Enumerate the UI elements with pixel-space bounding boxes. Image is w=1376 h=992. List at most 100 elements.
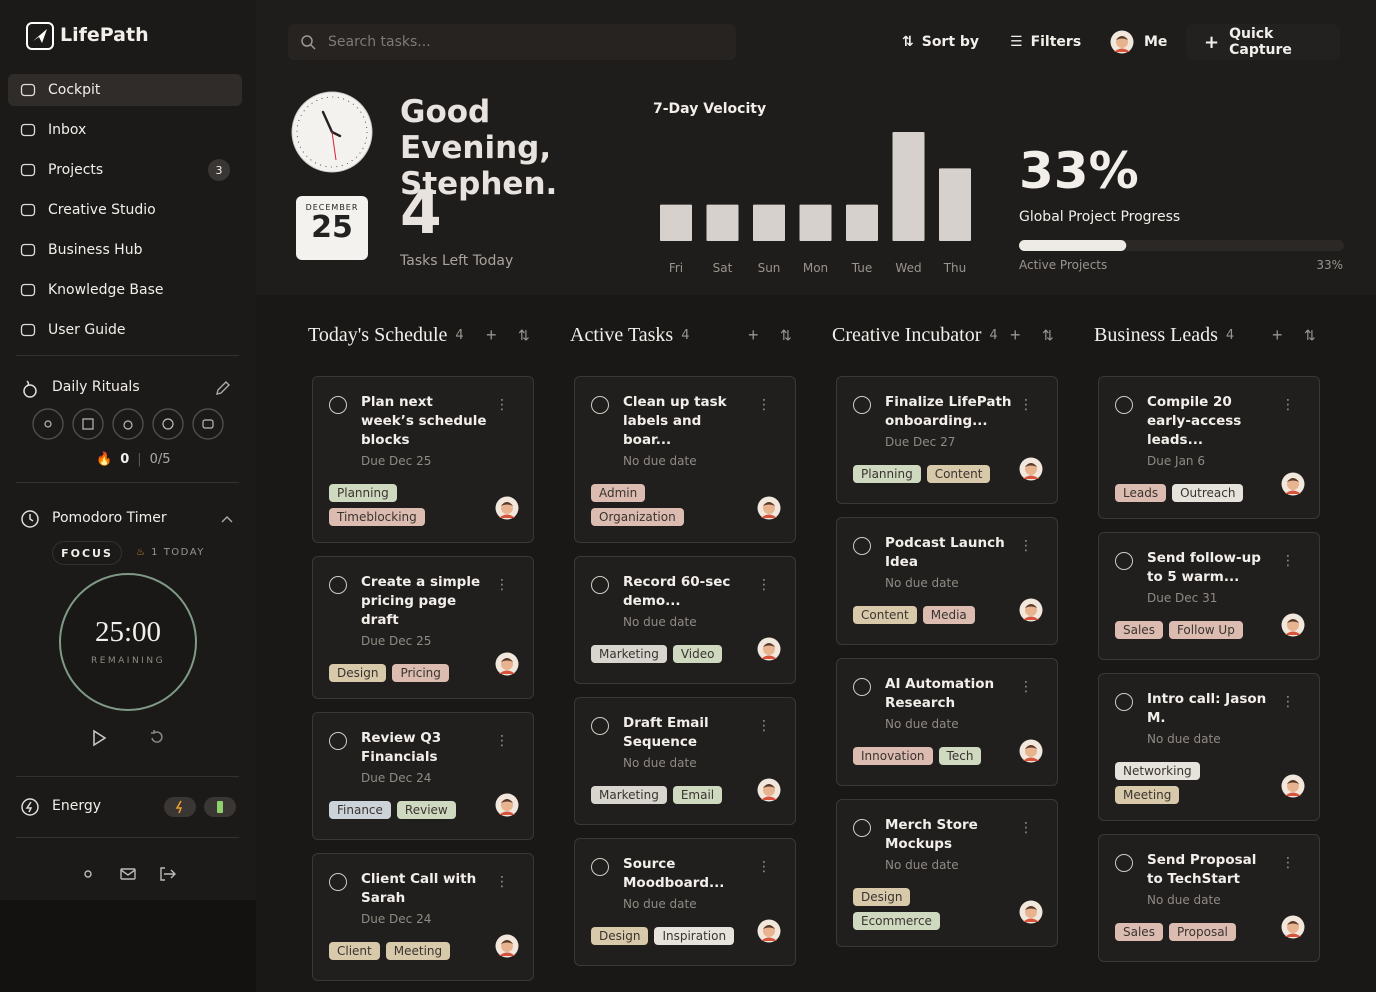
menu-button[interactable]: ⋮ [1019,538,1033,554]
task-card[interactable]: ⋮ Source Moodboard... No due date Design Ins… [574,838,796,966]
checkbox[interactable] [329,873,347,891]
menu-button[interactable]: ⋮ [757,718,771,734]
checkbox[interactable] [1115,396,1133,414]
icon-part [160,867,176,881]
checkbox[interactable] [853,819,871,837]
checkbox[interactable] [329,576,347,594]
user-button[interactable]: Me [1110,24,1167,60]
calendar-day: 25 [311,210,353,245]
avatar-face [763,784,775,796]
avatar [1281,613,1305,637]
tag-list: Planning Content [853,465,1003,483]
nav-item[interactable]: User Guide [8,314,242,346]
mode-pill[interactable]: FOCUS [52,541,122,565]
task-card[interactable]: ⋮ Podcast Launch Idea No due date Content Me… [836,517,1058,645]
tag-list: Content Media [853,606,1003,624]
tag-list: Admin Organization [591,484,741,526]
menu-button[interactable]: ⋮ [1019,820,1033,836]
task-card[interactable]: ⋮ Plan next week’s schedule blocks Due Dec… [312,376,534,543]
task-card[interactable]: ⋮ Create a simple pricing page draft Due D… [312,556,534,699]
checkbox[interactable] [591,576,609,594]
sort-button[interactable]: ⇅ [518,326,530,343]
assignee [1281,472,1305,500]
avatar-hair [501,502,513,506]
velocity-label: Thu [943,261,967,275]
menu-button[interactable]: ⋮ [757,397,771,413]
add-button[interactable]: + [486,324,497,345]
checkbox[interactable] [1115,552,1133,570]
checkbox[interactable] [1115,854,1133,872]
sort-button[interactable]: ⇅ [1304,326,1316,343]
column-title: Business Leads [1094,323,1218,346]
checkbox[interactable] [1115,693,1133,711]
tag: Design [329,664,387,682]
tag: Media [922,606,975,624]
checkbox[interactable] [591,858,609,876]
checkbox[interactable] [853,396,871,414]
nav-item[interactable]: Cockpit [8,74,242,106]
menu-button[interactable]: ⋮ [1281,694,1295,710]
task-due: No due date [623,897,697,911]
menu-button[interactable]: ⋮ [1281,855,1295,871]
task-card[interactable]: ⋮ Intro call: Jason M. No due date Networki… [1098,673,1320,821]
footer-icons[interactable] [78,864,178,884]
nav-item[interactable]: Projects 3 [8,154,242,186]
task-card[interactable]: ⋮ Finalize LifePath onboarding... Due Dec … [836,376,1058,504]
menu-button[interactable]: ⋮ [495,874,509,890]
task-card[interactable]: ⋮ Client Call with Sarah Due Dec 24 Client M… [312,853,534,981]
task-card[interactable]: ⋮ Review Q3 Financials Due Dec 24 Finance Re… [312,712,534,840]
task-card[interactable]: ⋮ Compile 20 early-access leads... Due Jan… [1098,376,1320,519]
add-button[interactable]: + [748,324,759,345]
column: Business Leads 4 + ⇅ ⋮ Compile 20 early-acces… [1094,320,1356,962]
task-title: Review Q3 Financials [361,730,442,765]
menu-button[interactable]: ⋮ [1019,679,1033,695]
checkbox[interactable] [591,396,609,414]
tag: Design [853,888,911,906]
sort-button[interactable]: ⇅ [780,326,792,343]
avatar-body [1023,918,1039,922]
menu-button[interactable]: ⋮ [1281,397,1295,413]
menu-button[interactable]: ⋮ [495,733,509,749]
task-title: Merch Store Mockups [885,817,978,852]
task-due: No due date [885,717,959,731]
checkbox[interactable] [591,717,609,735]
task-card[interactable]: ⋮ Send Proposal to TechStart No due date Sa… [1098,834,1320,962]
tag: Sales [1115,621,1163,639]
task-card[interactable]: ⋮ Record 60-sec demo... No due date Marketi… [574,556,796,684]
energy-toggles[interactable] [164,796,236,818]
task-card[interactable]: ⋮ Draft Email Sequence No due date Marketin… [574,697,796,825]
task-card[interactable]: ⋮ AI Automation Research No due date Innova… [836,658,1058,786]
menu-button[interactable]: ⋮ [495,397,509,413]
menu-button[interactable]: ⋮ [1019,397,1033,413]
reset-button[interactable] [148,729,166,747]
task-card[interactable]: ⋮ Send follow-up to 5 warm... Due Dec 31 Sa… [1098,532,1320,660]
column-header: Active Tasks 4 + ⇅ [570,320,832,350]
collapse-icon[interactable] [220,513,234,525]
quick-capture-button[interactable]: + Quick Capture [1186,24,1340,60]
tag: Pricing [392,664,449,682]
checkbox[interactable] [853,537,871,555]
add-button[interactable]: + [1010,324,1021,345]
sort-button[interactable]: ⇅ [1042,326,1054,343]
nav-item[interactable]: Creative Studio [8,194,242,226]
edit-icon[interactable] [214,379,232,397]
filters-button[interactable]: ☰ Filters [1010,24,1081,60]
ritual-buttons[interactable] [30,407,230,441]
add-button[interactable]: + [1272,324,1283,345]
search-box[interactable]: Search tasks... [288,24,736,60]
play-button[interactable] [90,729,108,747]
checkbox[interactable] [853,678,871,696]
menu-button[interactable]: ⋮ [1281,553,1295,569]
checkbox[interactable] [329,732,347,750]
checkbox[interactable] [329,396,347,414]
menu-button[interactable]: ⋮ [757,859,771,875]
menu-button[interactable]: ⋮ [495,577,509,593]
task-card[interactable]: ⋮ Clean up task labels and boar... No due … [574,376,796,543]
nav-item[interactable]: Inbox [8,114,242,146]
task-card[interactable]: ⋮ Merch Store Mockups No due date Design Eco… [836,799,1058,947]
menu-button[interactable]: ⋮ [757,577,771,593]
nav-item[interactable]: Knowledge Base [8,274,242,306]
tag-list: Design Ecommerce [853,888,1003,930]
sort-button[interactable]: ⇅ Sort by [902,24,979,60]
nav-item[interactable]: Business Hub [8,234,242,266]
